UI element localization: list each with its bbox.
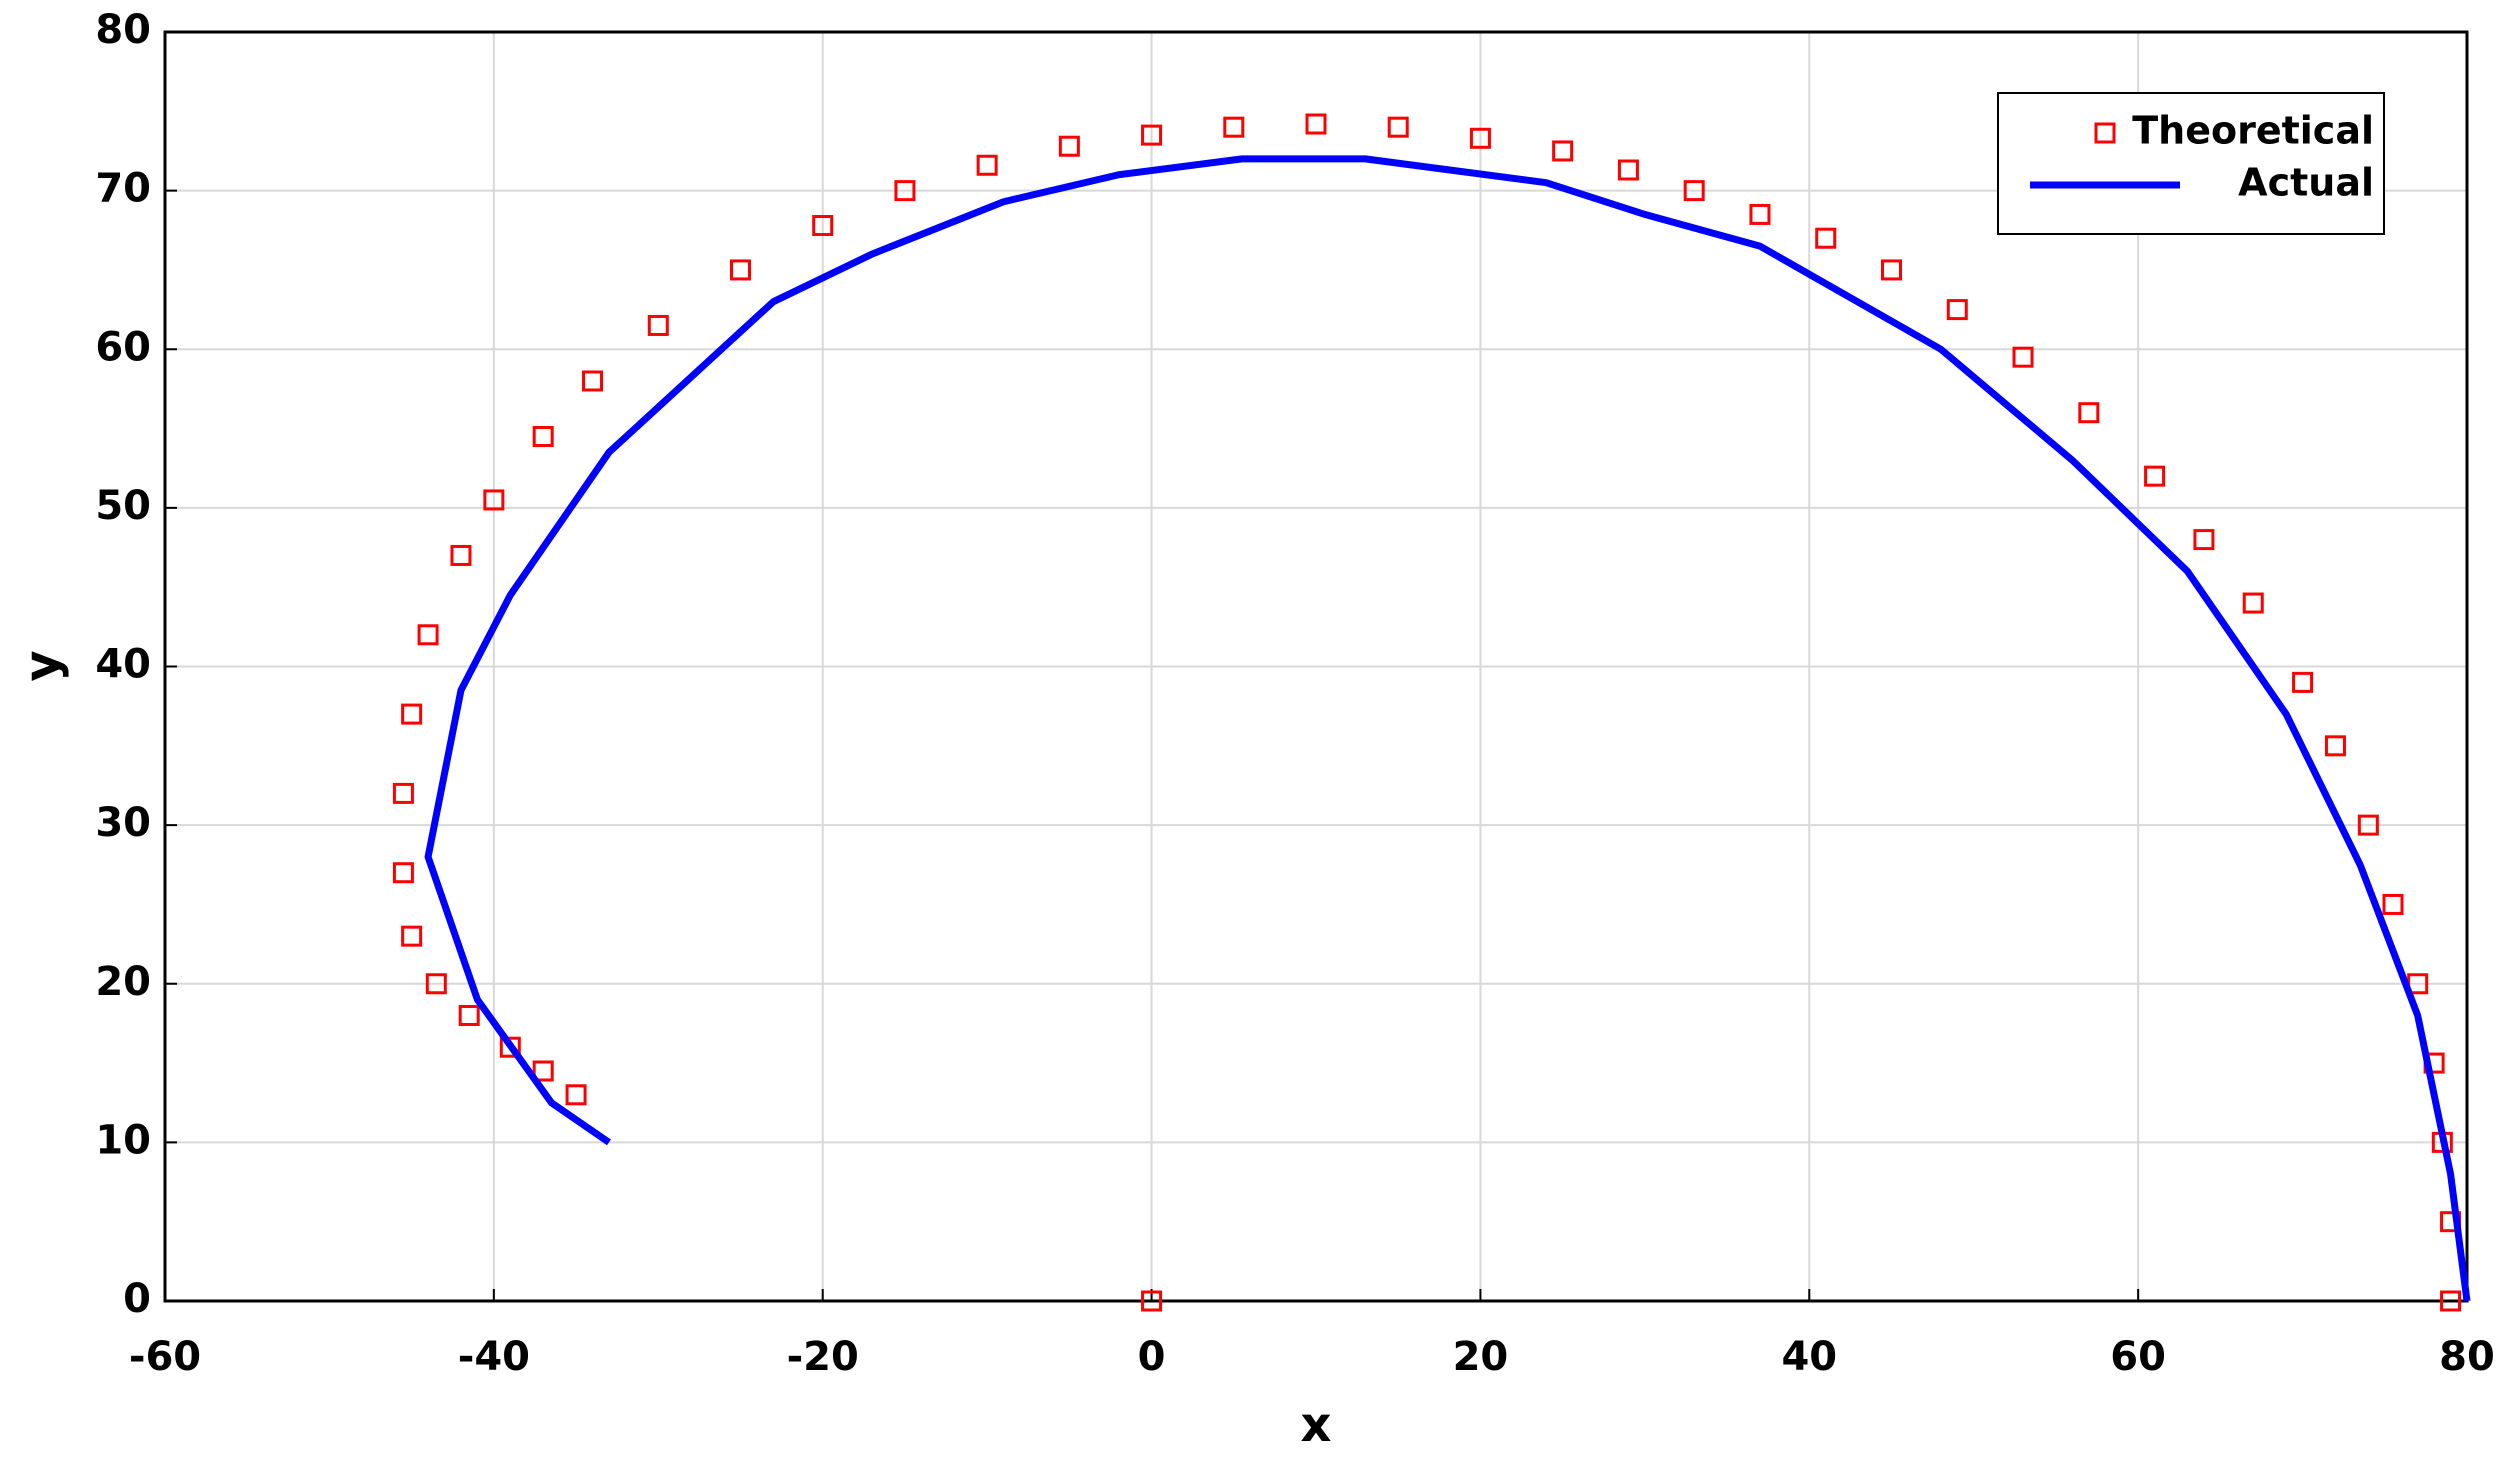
point [812,215,834,237]
point [894,180,916,202]
x-axis-label: x [1301,1397,1332,1453]
x-tick-label: -20 [787,1334,859,1380]
point [2078,402,2100,424]
x-tick-label: 80 [2439,1334,2495,1380]
y-tick-label: 60 [95,324,151,370]
x-tick-label: 40 [1781,1334,1837,1380]
point [1749,203,1771,225]
point [483,489,505,511]
legend-label: Actual [2238,161,2374,205]
y-tick-label: 0 [123,1276,151,1322]
point [1141,1290,1163,1312]
x-tick-label: -40 [458,1334,530,1380]
point [1141,124,1163,146]
point [401,925,423,947]
point [1387,116,1409,138]
point [458,1004,480,1026]
y-axis-label: y [14,650,70,681]
point [532,1060,554,1082]
y-tick-label: 70 [95,166,151,212]
point [1617,159,1639,181]
point [2012,346,2034,368]
point [401,703,423,725]
y-tick-label: 30 [95,800,151,846]
point [2193,529,2215,551]
point [2324,735,2346,757]
point [392,782,414,804]
point [392,862,414,884]
y-tick-label: 50 [95,483,151,529]
point [976,154,998,176]
point [1223,116,1245,138]
point [730,259,751,281]
x-tick-label: 60 [2110,1334,2166,1380]
point [1552,140,1574,162]
line [424,155,2471,1302]
point [582,370,604,392]
x-tick-label: -60 [129,1334,201,1380]
y-tick-label: 40 [95,642,151,688]
point [1058,135,1080,157]
point [2440,1290,2462,1312]
legend-label: Theoretical [2132,109,2374,153]
y-tick-label: 80 [95,7,151,53]
point [499,1036,521,1058]
legend-marker [2094,122,2116,144]
point [565,1084,587,1106]
x-tick-label: 20 [1453,1334,1509,1380]
point [1881,259,1902,281]
y-tick-label: 10 [95,1117,151,1163]
point [1683,180,1705,202]
point [450,544,472,566]
point [2292,671,2314,693]
plot-frame [163,30,2469,1303]
point [2242,592,2264,614]
point [417,624,439,646]
point [1305,113,1327,135]
point [425,973,447,995]
point [2382,893,2404,915]
legend-box [1997,92,2385,235]
point [1815,227,1837,249]
y-tick-label: 20 [95,959,151,1005]
point [1946,299,1968,321]
point [532,425,554,447]
point [2357,814,2379,836]
point [647,314,669,336]
x-tick-label: 0 [1138,1334,1166,1380]
point [2144,465,2166,487]
point [1469,127,1491,149]
